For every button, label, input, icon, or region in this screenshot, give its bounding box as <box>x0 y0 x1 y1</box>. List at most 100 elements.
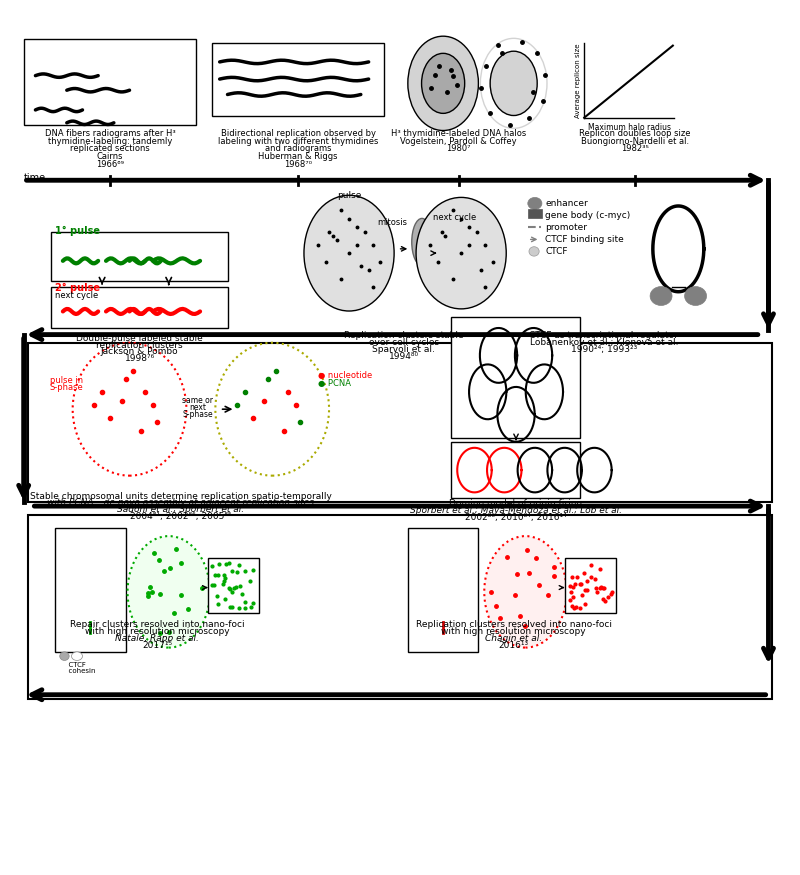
Bar <box>212 43 384 116</box>
Polygon shape <box>409 541 440 584</box>
Text: S-phase: S-phase <box>182 410 213 419</box>
Text: S-phase: S-phase <box>50 383 84 393</box>
Polygon shape <box>74 528 106 570</box>
Ellipse shape <box>484 536 566 648</box>
Polygon shape <box>409 566 440 609</box>
Polygon shape <box>446 541 478 584</box>
Text: with high resolution microscopy: with high resolution microscopy <box>85 627 230 636</box>
Text: Lobanenkov et al.; Klenova et al.: Lobanenkov et al.; Klenova et al. <box>530 338 678 347</box>
Text: Replicon doubles loop size: Replicon doubles loop size <box>579 129 691 137</box>
Text: with PCNA – de novo assembly at adiacent replication sites: with PCNA – de novo assembly at adiacent… <box>47 499 314 507</box>
Ellipse shape <box>118 458 146 485</box>
Ellipse shape <box>304 195 394 311</box>
Ellipse shape <box>529 247 539 256</box>
Ellipse shape <box>490 52 538 116</box>
Text: Jackson & Pombo: Jackson & Pombo <box>101 347 178 356</box>
Bar <box>24 38 196 124</box>
Ellipse shape <box>81 458 107 485</box>
Text: Double-pulse labeled stable: Double-pulse labeled stable <box>76 333 203 343</box>
Text: Cairns: Cairns <box>97 152 123 161</box>
Text: Average replicon size: Average replicon size <box>575 44 581 118</box>
Bar <box>408 528 478 652</box>
Text: mitosis: mitosis <box>377 218 407 227</box>
Bar <box>528 208 542 218</box>
Ellipse shape <box>46 458 72 485</box>
Bar <box>51 287 227 328</box>
Bar <box>208 557 259 613</box>
Ellipse shape <box>127 536 210 648</box>
Text: Sadoni et al.; Sporbert et al.: Sadoni et al.; Sporbert et al. <box>117 505 244 514</box>
Text: 1° pulse: 1° pulse <box>55 226 100 235</box>
Ellipse shape <box>71 652 82 661</box>
Bar <box>51 232 227 282</box>
Text: next: next <box>190 403 206 412</box>
Text: promoter: promoter <box>545 223 587 232</box>
Text: Maximum halo radius: Maximum halo radius <box>588 123 671 132</box>
Polygon shape <box>94 566 125 609</box>
Text: Natale, Rapp et al.: Natale, Rapp et al. <box>115 634 199 643</box>
Text: Chagin et al.: Chagin et al. <box>485 634 542 643</box>
Text: 1982³⁵: 1982³⁵ <box>622 144 649 153</box>
Text: Buongiorno-Nardelli et al.: Buongiorno-Nardelli et al. <box>581 136 690 145</box>
Text: 1998⁷⁶: 1998⁷⁶ <box>125 354 155 363</box>
Text: pulse in: pulse in <box>50 375 83 385</box>
Text: 1994⁸⁰: 1994⁸⁰ <box>389 352 419 360</box>
Ellipse shape <box>422 53 465 114</box>
Text: 1990²⁴; 1993²³: 1990²⁴; 1993²³ <box>570 345 637 354</box>
Text: Replication clusters resolved into nano-foci: Replication clusters resolved into nano-… <box>416 620 612 629</box>
Bar <box>27 343 773 501</box>
Text: CTCF as transcriptional regulator: CTCF as transcriptional regulator <box>530 331 678 340</box>
Bar <box>451 318 580 438</box>
Ellipse shape <box>416 198 506 309</box>
Text: Repair clusters resolved into nano-foci: Repair clusters resolved into nano-foci <box>70 620 244 629</box>
Text: CTCF binding site: CTCF binding site <box>545 235 624 244</box>
Text: and radiograms: and radiograms <box>265 144 331 153</box>
Bar <box>451 442 580 498</box>
Text: ● PCNA: ● PCNA <box>318 379 350 388</box>
Bar <box>27 514 773 699</box>
Bar <box>565 557 615 613</box>
Polygon shape <box>446 566 478 609</box>
Ellipse shape <box>156 458 183 485</box>
Text: 2004⁸¹; 2002⁸⁶; 2005⁸⁵: 2004⁸¹; 2002⁸⁶; 2005⁸⁵ <box>130 512 231 522</box>
Text: Sporbert et al.; Maya-Mendoza et al.; Löb et al.: Sporbert et al.; Maya-Mendoza et al.; Lö… <box>410 506 622 515</box>
Text: 2017¹⁵: 2017¹⁵ <box>142 640 172 650</box>
Text: same or: same or <box>182 396 214 405</box>
Polygon shape <box>74 579 106 622</box>
Text: time: time <box>24 173 46 184</box>
Text: Vogelstein, Pardoll & Coffey: Vogelstein, Pardoll & Coffey <box>401 136 517 145</box>
Text: labeling with two different thymidines: labeling with two different thymidines <box>218 136 378 145</box>
Polygon shape <box>427 528 459 570</box>
Text: ● nucleotide: ● nucleotide <box>318 371 372 380</box>
Text: 2002⁸⁶; 2010⁸⁴; 2016¹⁴: 2002⁸⁶; 2010⁸⁴; 2016¹⁴ <box>465 513 567 522</box>
Polygon shape <box>94 541 125 584</box>
Text: pulse: pulse <box>337 192 362 200</box>
Text: Domino model of origin firing: Domino model of origin firing <box>450 500 582 508</box>
Text: gene body (c-myc): gene body (c-myc) <box>545 211 630 220</box>
Ellipse shape <box>230 458 257 485</box>
Text: 2° pulse: 2° pulse <box>55 284 100 293</box>
Ellipse shape <box>650 287 672 305</box>
Text: Huberman & Riggs: Huberman & Riggs <box>258 152 338 161</box>
Ellipse shape <box>408 36 478 130</box>
Text: Replication clusters stable: Replication clusters stable <box>344 331 464 340</box>
Ellipse shape <box>685 287 706 305</box>
Polygon shape <box>427 579 459 622</box>
Text: enhancer: enhancer <box>545 200 588 208</box>
Text: next cycle: next cycle <box>434 213 477 222</box>
Text: with high resolution microscopy: with high resolution microscopy <box>442 627 586 636</box>
Text: next cycle: next cycle <box>55 290 98 300</box>
Text: CTCF: CTCF <box>545 247 567 256</box>
Bar <box>55 528 126 652</box>
Text: cohesin: cohesin <box>65 668 96 674</box>
Ellipse shape <box>60 652 69 661</box>
Text: thymidine-labeling: tandemly: thymidine-labeling: tandemly <box>48 136 172 145</box>
Polygon shape <box>56 566 87 609</box>
Text: replicated sections: replicated sections <box>70 144 150 153</box>
Text: 1980⁷: 1980⁷ <box>446 144 471 153</box>
Polygon shape <box>56 541 87 584</box>
Text: Sparvoli et al.: Sparvoli et al. <box>373 345 435 354</box>
Text: over cell cycles: over cell cycles <box>369 338 439 347</box>
Text: Stable chromosomal units determine replication spatio-temporally: Stable chromosomal units determine repli… <box>30 492 331 500</box>
Text: CTCF: CTCF <box>65 662 86 668</box>
